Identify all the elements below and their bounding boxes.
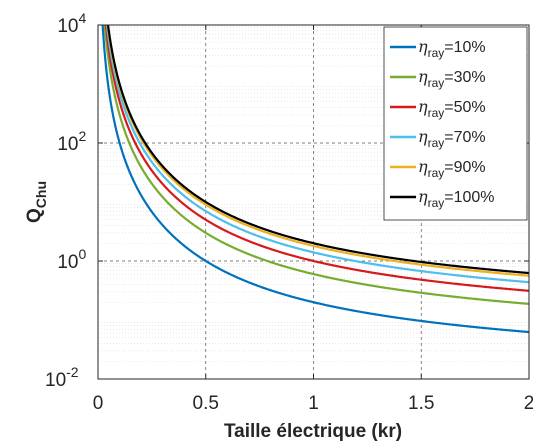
x-tick-label: 1.5	[408, 393, 434, 414]
y-tick-label: 104	[57, 10, 86, 37]
x-tick-label: 0.5	[193, 393, 219, 414]
legend-label: ηray=10%	[418, 37, 486, 60]
legend-label: ηray=70%	[418, 127, 486, 150]
series-line	[106, 25, 529, 275]
x-tick-label: 2	[524, 393, 533, 414]
series-lines	[101, 25, 529, 334]
x-tick-label: 0	[93, 393, 104, 414]
y-axis-title-main: Q	[24, 208, 45, 223]
x-tick-labels: 0 0.5 1 1.5 2	[93, 393, 533, 414]
legend-box	[383, 26, 528, 221]
legend-label: ηray=90%	[418, 157, 486, 180]
y-tick-labels: 10-2 100 102 104	[45, 10, 86, 391]
legend-items: ηray=10% ηray=30% ηray=50% ηray=70% ηray=90%…	[390, 37, 495, 210]
y-axis-title: QChu	[24, 181, 49, 223]
legend: ηray=10% ηray=30% ηray=50% ηray=70% ηray=90%…	[383, 26, 528, 221]
series-line	[106, 25, 529, 277]
y-tick-label: 102	[57, 128, 86, 155]
y-axis-title-sub: Chu	[33, 181, 49, 208]
series-line	[101, 25, 529, 334]
legend-label: ηray=50%	[418, 97, 486, 120]
series-line	[103, 25, 529, 305]
x-axis-title: Taille électrique (kr)	[224, 421, 402, 442]
legend-label: ηray=30%	[418, 67, 486, 90]
legend-label: ηray=100%	[418, 187, 495, 210]
series-line	[105, 25, 529, 284]
y-tick-label: 10-2	[45, 364, 79, 391]
x-tick-label: 1	[308, 393, 319, 414]
y-tick-label: 100	[57, 246, 86, 273]
axis-ticks	[97, 24, 530, 380]
series-line	[104, 25, 529, 292]
